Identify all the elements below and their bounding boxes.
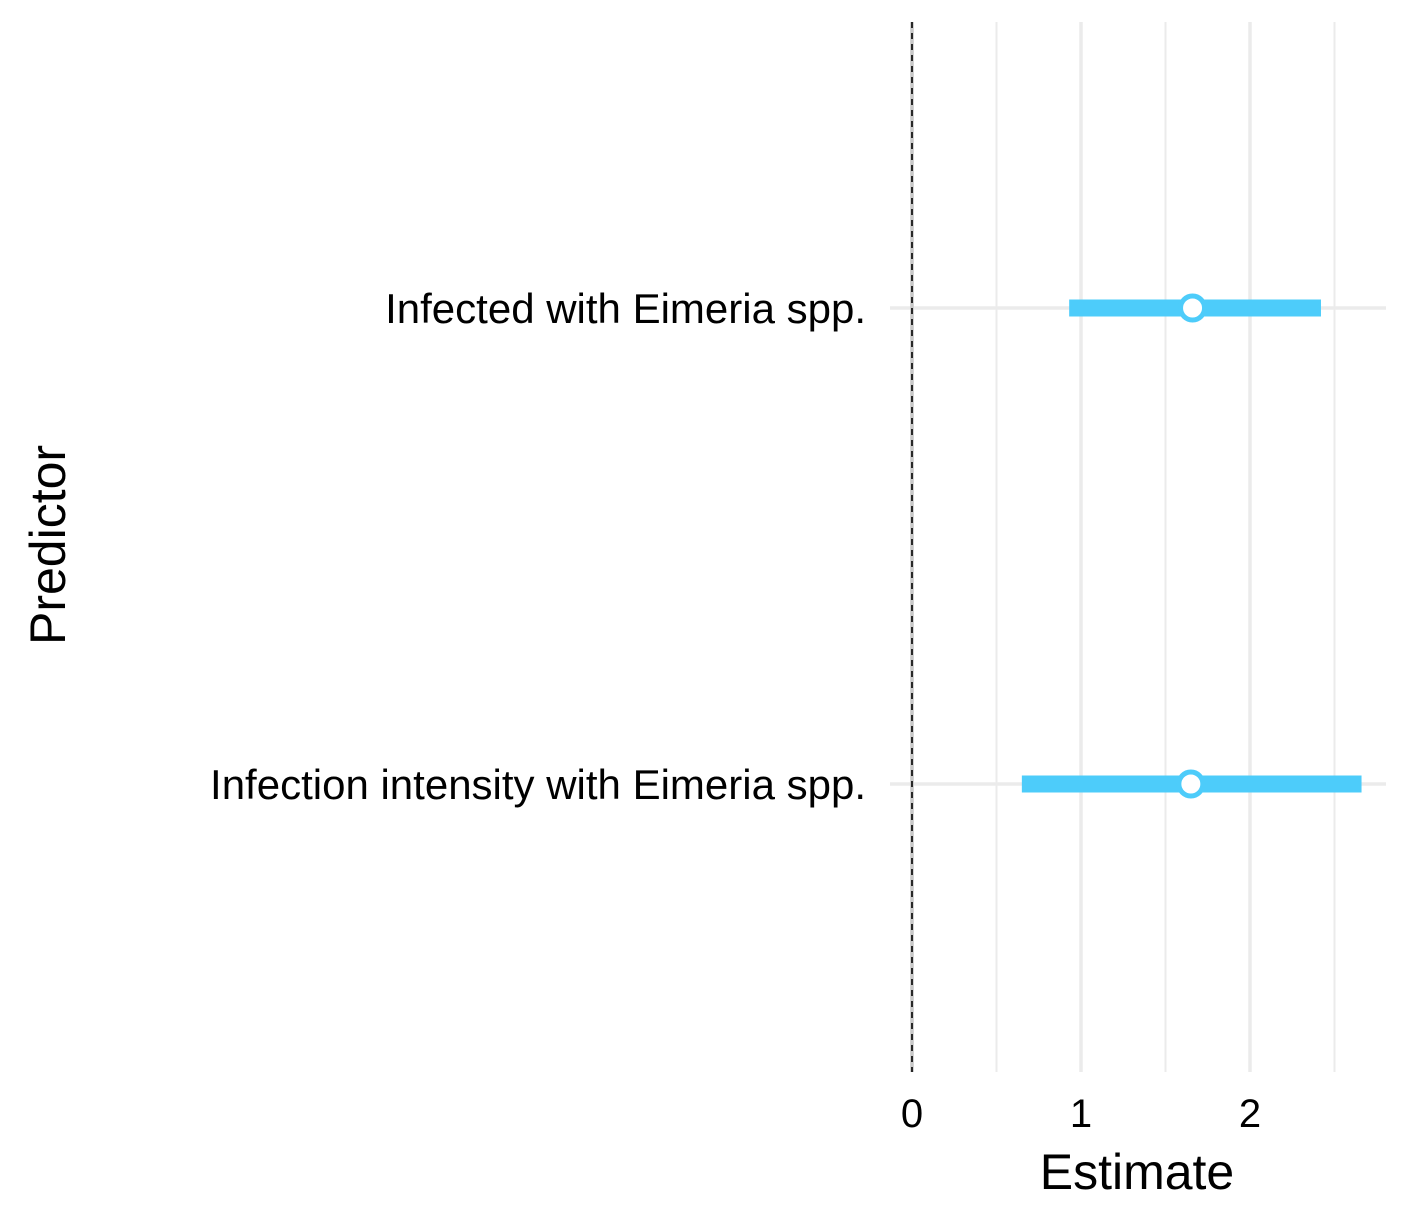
axis-labels: Infected with Eimeria spp. Infection inte… [210,285,1261,1136]
y-tick-label: Infection intensity with Eimeria spp. [210,761,866,808]
estimate-marks [1021,293,1362,799]
x-tick-label: 0 [901,1092,923,1136]
y-axis-title: Predictor [20,445,76,645]
x-axis-title: Estimate [1040,1144,1235,1200]
x-tick-label: 1 [1070,1092,1092,1136]
y-tick-label: Infected with Eimeria spp. [385,285,866,332]
point-estimate [1178,293,1208,323]
point-estimate [1176,769,1206,799]
x-tick-label: 2 [1239,1092,1261,1136]
grid-lines [890,22,1386,1072]
